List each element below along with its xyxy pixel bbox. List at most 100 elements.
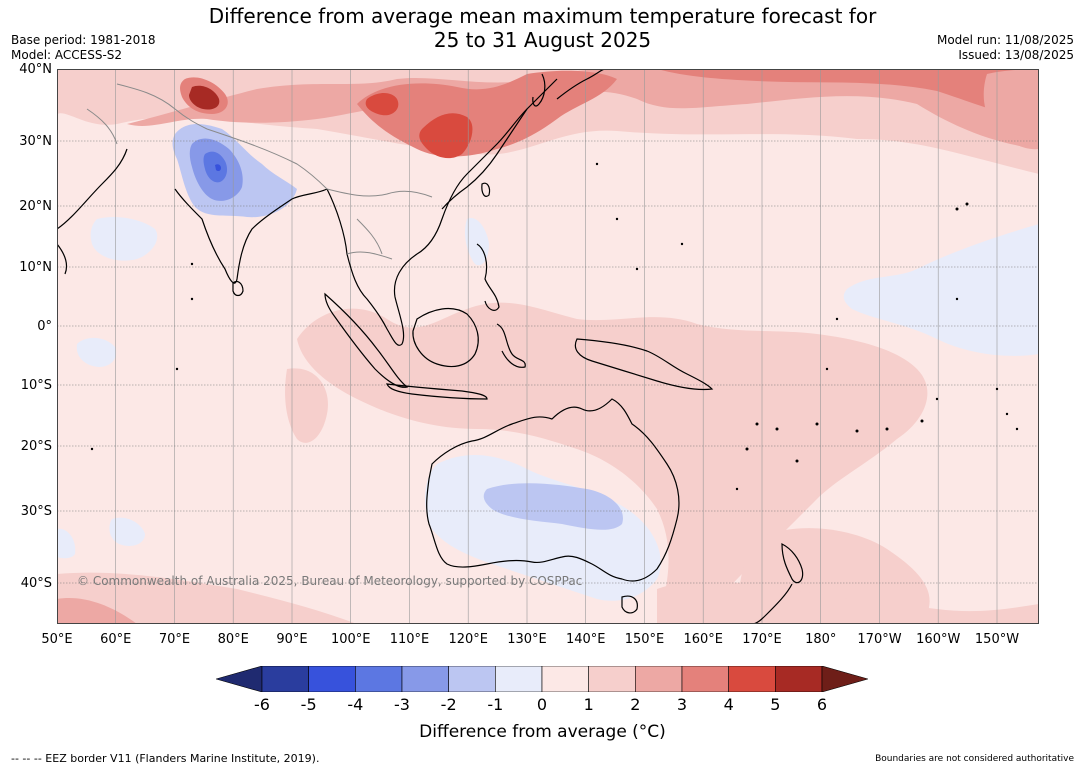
anomaly-region-australia-cool — [425, 454, 661, 601]
anomaly-region-philippines-cool — [464, 218, 489, 266]
meta-right: Model run: 11/08/2025 Issued: 13/08/2025 — [937, 33, 1074, 63]
coast-sulawesi — [496, 323, 526, 368]
country-borders — [86, 83, 433, 260]
colorbar-tick-label: -1 — [487, 695, 504, 714]
model-name: Model: ACCESS-S2 — [11, 48, 123, 62]
colorbar-tick-label: -6 — [254, 695, 270, 714]
colorbar-segment — [495, 666, 543, 692]
colorbar-segment — [775, 666, 823, 692]
colorbar — [216, 666, 868, 692]
coastlines — [57, 69, 804, 624]
title-line-1: Difference from average mean maximum tem… — [208, 4, 877, 28]
anomaly-region-india-spot — [215, 164, 221, 172]
colorbar-tick-label: 4 — [723, 695, 734, 714]
longitude-label: 70°E — [158, 632, 191, 647]
longitude-label: 130°E — [507, 632, 547, 647]
coast-africa-horn — [57, 243, 68, 275]
longitude-label: 80°E — [217, 632, 249, 647]
coast-sumatra — [324, 292, 409, 388]
anomaly-region-indian-ocean-warm — [285, 368, 328, 443]
colorbar-tick-label: 6 — [816, 695, 828, 714]
base-period: Base period: 1981-2018 — [11, 33, 156, 47]
colorbar-segment — [448, 666, 496, 692]
colorbar-segment — [588, 666, 636, 692]
chart-title: Difference from average mean maximum tem… — [0, 4, 1085, 52]
longitude-label: 150°E — [624, 632, 665, 647]
latitude-label: 10°N — [19, 260, 52, 275]
longitude-label: 170°E — [742, 632, 782, 647]
longitude-label: 50°E — [41, 632, 73, 647]
latitude-label: 20°S — [20, 439, 52, 454]
longitude-label: 160°E — [683, 632, 724, 647]
colorbar-title: Difference from average (°C) — [419, 722, 666, 742]
coast-se-asia — [326, 78, 558, 346]
colorbar-segment — [541, 666, 589, 692]
longitude-label: 140°E — [565, 632, 606, 647]
colorbar-over-arrow — [821, 666, 868, 692]
anomaly-region-sw-cool-patch — [109, 517, 145, 546]
meta-left: Base period: 1981-2018 Model: ACCESS-S2 — [11, 33, 156, 63]
coast-new-guinea — [574, 338, 714, 391]
coast-china-east — [441, 108, 528, 210]
latitude-label: 40°S — [20, 576, 52, 591]
coast-australia — [426, 398, 680, 582]
anomaly-region-china-hot — [419, 113, 473, 159]
anomaly-region-far-northeast — [657, 69, 1039, 119]
anomaly-region-pacific-cool — [843, 224, 1039, 356]
colorbar-segment — [401, 666, 449, 692]
colorbar-segment — [308, 666, 356, 692]
colorbar-under-arrow — [216, 666, 263, 692]
coast-nz-south — [751, 583, 793, 624]
colorbar-tick-label: 5 — [770, 695, 781, 714]
anomaly-region-date-line-warm — [983, 69, 1039, 150]
map-area — [57, 69, 1039, 624]
issued-date: Issued: 13/08/2025 — [958, 48, 1074, 62]
longitude-label: 150°W — [974, 632, 1020, 647]
coast-sri-lanka — [232, 280, 244, 297]
anomaly-region-north-warm-2 — [127, 69, 1039, 149]
colorbar-tick-label: -3 — [394, 695, 410, 714]
latitude-label: 30°N — [19, 134, 52, 149]
longitude-label: 100°E — [330, 632, 371, 647]
longitude-label: 110°E — [389, 632, 430, 647]
coast-india — [174, 188, 328, 284]
colorbar-tick-label: -4 — [347, 695, 364, 714]
anomaly-region-sw-indian-warm — [57, 598, 137, 624]
longitude-label: 120°E — [448, 632, 489, 647]
pacific-islands — [90, 162, 1019, 491]
coast-korea — [532, 73, 546, 107]
copyright-notice: © Commonwealth of Australia 2025, Bureau… — [77, 574, 583, 588]
colorbar-segment — [261, 666, 309, 692]
longitude-label: 90°E — [276, 632, 308, 647]
eez-legend-note: -- -- -- EEZ border V11 (Flanders Marine… — [11, 752, 320, 765]
colorbar-segment — [728, 666, 776, 692]
colorbar-segment — [681, 666, 729, 692]
colorbar-ticks: -6 -5 -4 -3 -2 -1 0 1 2 3 4 5 6 — [0, 695, 1085, 715]
latitude-label: 0° — [37, 319, 52, 334]
coast-taiwan — [481, 182, 491, 197]
colorbar-tick-label: 0 — [536, 695, 548, 714]
colorbar-segment — [635, 666, 683, 692]
anomaly-region-australia-cooler — [483, 483, 623, 530]
anomaly-region-central-china-hot — [365, 93, 399, 116]
longitude-label: 180° — [805, 632, 837, 647]
anomaly-region-indian-cool-patch — [76, 337, 117, 367]
colorbar-tick-label: -5 — [300, 695, 317, 714]
coast-arabia — [57, 148, 128, 230]
title-line-2: 25 to 31 August 2025 — [433, 28, 652, 52]
coast-philippines — [476, 243, 500, 311]
anomaly-region-arabian-cool — [90, 217, 158, 261]
latitude-label: 20°N — [19, 199, 52, 214]
anomaly-region-himalaya-max — [189, 85, 220, 110]
anomaly-region-sw-cool-patch-2 — [57, 528, 76, 559]
coast-java — [386, 383, 488, 400]
anomaly-region-southwest-warm — [57, 572, 357, 624]
colorbar-tick-label: -2 — [440, 695, 457, 714]
colorbar-segment — [355, 666, 403, 692]
coast-borneo — [412, 307, 479, 368]
latitude-label: 30°S — [20, 504, 52, 519]
longitude-label: 160°W — [916, 632, 961, 647]
coast-nz-north — [781, 543, 804, 584]
latitude-label: 40°N — [19, 62, 52, 77]
latitude-label: 10°S — [20, 378, 52, 393]
